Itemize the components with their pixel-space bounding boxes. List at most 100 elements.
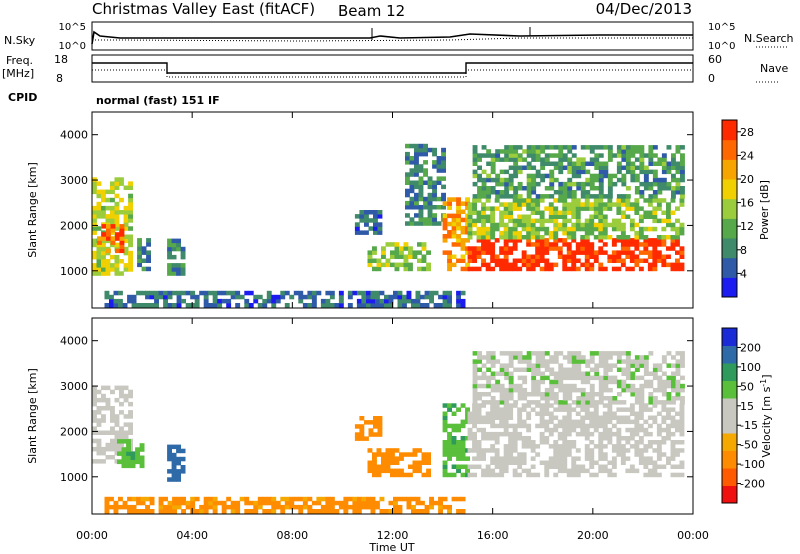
scatter-cell-9 (661, 238, 667, 243)
scatter-cell-0 (92, 418, 97, 423)
scatter-cell-6 (417, 258, 422, 263)
scatter-cell-9 (557, 250, 563, 255)
scatter-cell-8 (585, 363, 591, 368)
scatter-cell-11 (508, 157, 514, 162)
scatter-cell-7 (539, 419, 545, 425)
scatter-cell-5 (421, 456, 427, 461)
scatter-cell-0 (119, 393, 124, 399)
scatter-cell-8 (675, 387, 681, 393)
scatter-cell-7 (643, 472, 649, 478)
scatter-cell-7 (647, 456, 653, 461)
scatter-cell-8 (486, 355, 492, 360)
scatter-cell-10 (481, 214, 486, 219)
scatter-cell-9 (661, 242, 667, 247)
scatter-cell-0 (101, 393, 106, 399)
scatter-cell-7 (643, 464, 649, 469)
scatter-cell-11 (472, 157, 478, 162)
scatter-cell-0 (105, 271, 111, 276)
scatter-cell-11 (616, 169, 622, 175)
scatter-cell-0 (119, 434, 124, 440)
scatter-cell-11 (671, 194, 676, 199)
scatter-cell-10 (575, 198, 581, 203)
scatter-cell-3 (352, 509, 358, 514)
scatter-cell-8 (652, 400, 658, 405)
scatter-cell-5 (377, 210, 383, 215)
scatter-cell-4 (354, 432, 360, 437)
scatter-cell-9 (661, 258, 667, 263)
scatter-cell-11 (499, 149, 505, 154)
scatter-cell-7 (539, 431, 545, 437)
scatter-cell-0 (110, 214, 115, 219)
scatter-cell-8 (671, 363, 676, 368)
scatter-cell-0 (105, 189, 111, 195)
scatter-cell-7 (485, 431, 491, 437)
scatter-cell-0 (96, 263, 102, 268)
scatter-cell-11 (607, 157, 613, 162)
scatter-cell-7 (584, 423, 590, 429)
scatter-cell-3 (302, 500, 308, 506)
scatter-cell-5 (381, 456, 386, 461)
scatter-cell-7 (414, 156, 419, 161)
scatter-cell-7 (625, 407, 631, 412)
scatter-cell-4 (368, 432, 374, 437)
scatter-cell-7 (589, 419, 595, 425)
scatter-cell-11 (589, 181, 595, 187)
scatter-cell-10 (553, 222, 559, 228)
scatter-cell-4 (172, 290, 177, 296)
scatter-cell-11 (499, 157, 505, 162)
scatter-cell-4 (420, 303, 425, 308)
scatter-cell-7 (571, 427, 577, 433)
scatter-cell-0 (101, 238, 106, 244)
scatter-cell-6 (399, 262, 404, 268)
scatter-cell-11 (576, 165, 582, 170)
scatter-cell-0 (114, 214, 120, 219)
scatter-cell-5 (376, 452, 382, 457)
scatter-cell-11 (607, 194, 613, 199)
scatter-cell-8 (666, 363, 672, 368)
scatter-cell-10 (607, 235, 613, 240)
scatter-cell-11 (562, 153, 568, 158)
scatter-cell-7 (432, 196, 437, 202)
scatter-cell-9 (634, 258, 640, 263)
scatter-cell-7 (620, 415, 626, 420)
scatter-cell-8 (447, 266, 452, 272)
scatter-cell-3 (127, 496, 132, 502)
scatter-cell-5 (372, 464, 377, 469)
scatter-cell-11 (630, 161, 636, 166)
scatter-cell-10 (490, 206, 496, 211)
scatter-cell-11 (648, 149, 654, 154)
scatter-cell-10 (575, 206, 581, 211)
scatter-cell-7 (405, 176, 410, 181)
scatter-cell-9 (656, 254, 662, 259)
scatter-cell-8 (531, 400, 537, 405)
scatter-cell-7 (405, 192, 410, 198)
scatter-cell-7 (405, 205, 410, 210)
scatter-cell-11 (607, 181, 613, 187)
scatter-cell-7 (490, 456, 496, 461)
scatter-cell-10 (611, 218, 617, 224)
scatter-cell-3 (438, 504, 443, 510)
scatter-cell-8 (630, 387, 636, 393)
scatter-cell-3 (158, 500, 164, 506)
scatter-cell-5 (417, 464, 422, 469)
scatter-cell-8 (630, 371, 636, 376)
scatter-cell-11 (549, 194, 555, 199)
scatter-cell-7 (575, 419, 581, 425)
scatter-cell-0 (128, 389, 133, 395)
freq-label: Freq. (6, 54, 33, 67)
scatter-cell-6 (367, 250, 373, 255)
scatter-cell-7 (553, 407, 559, 412)
scatter-cell-7 (656, 448, 662, 453)
scatter-cell-0 (123, 205, 129, 211)
scatter-cell-7 (616, 444, 622, 449)
scatter-cell-8 (447, 197, 452, 202)
power-y-label: Slant Range [km] (26, 162, 39, 258)
scatter-cell-4 (194, 294, 200, 300)
scatter-cell-5 (367, 460, 373, 465)
scatter-cell-11 (504, 153, 510, 158)
scatter-cell-0 (114, 434, 120, 440)
scatter-cell-8 (571, 367, 577, 372)
scatter-cell-0 (128, 234, 133, 239)
scatter-cell-7 (427, 200, 433, 206)
scatter-cell-5 (354, 214, 360, 219)
